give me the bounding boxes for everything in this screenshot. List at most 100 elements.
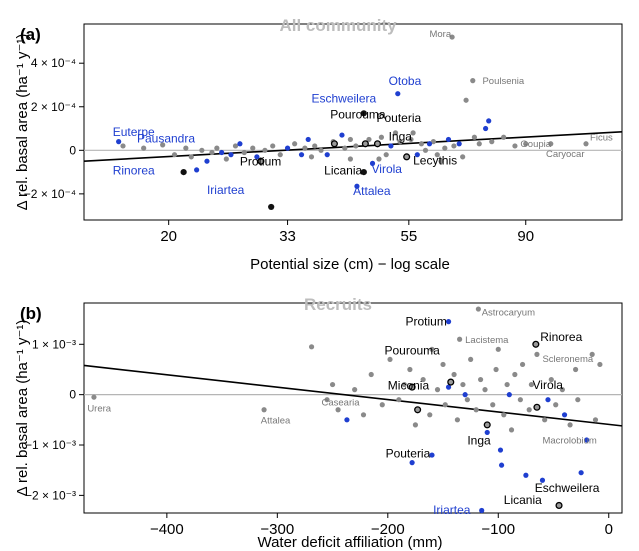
data-point	[445, 319, 452, 325]
point-label: Astrocaryum	[482, 308, 535, 319]
point-label: Poulsenia	[482, 76, 524, 87]
data-point	[420, 376, 426, 383]
data-point	[495, 346, 501, 352]
data-point	[532, 340, 540, 348]
point-label: Inga	[389, 130, 413, 144]
data-point	[284, 145, 291, 151]
data-point	[250, 145, 256, 151]
data-point	[414, 152, 420, 158]
data-point	[308, 154, 315, 160]
point-label: Pourouma	[384, 343, 440, 357]
data-point	[379, 402, 385, 408]
data-point	[396, 397, 402, 403]
point-label: Licania	[324, 163, 362, 177]
x-tick-label: −400	[150, 521, 184, 538]
data-point	[545, 397, 551, 403]
y-tick-label: 1 × 10⁻³	[32, 337, 76, 351]
panel-letter-a: (a)	[20, 25, 41, 44]
data-point	[528, 381, 535, 388]
data-point	[353, 143, 359, 149]
x-tick-label: 0	[605, 521, 613, 538]
data-point	[430, 139, 437, 145]
data-point	[308, 344, 315, 350]
data-point	[116, 139, 122, 145]
data-point	[489, 139, 495, 145]
data-point	[403, 153, 411, 161]
data-point	[292, 141, 298, 147]
data-point	[592, 417, 599, 423]
point-label: Pourouma	[330, 108, 386, 122]
data-point	[339, 132, 345, 138]
point-label: Pausandra	[137, 132, 195, 146]
x-tick-label: −300	[260, 521, 294, 538]
data-point	[376, 156, 382, 162]
data-point	[188, 154, 194, 160]
panel-title-a: All community	[279, 16, 397, 35]
data-point	[483, 421, 491, 429]
point-label: Caryocar	[546, 149, 585, 160]
data-point	[91, 394, 97, 400]
data-point	[501, 412, 507, 418]
regression-line	[83, 364, 623, 427]
data-point	[583, 141, 589, 147]
data-point	[504, 381, 510, 388]
point-label: Attalea	[353, 184, 391, 198]
data-point	[360, 412, 367, 418]
data-point	[486, 118, 492, 124]
point-label: Protium	[405, 315, 446, 329]
data-point	[497, 447, 504, 453]
data-point	[401, 381, 407, 388]
data-point	[427, 412, 433, 418]
data-point	[395, 91, 401, 97]
data-point	[575, 397, 581, 403]
data-point	[262, 147, 268, 153]
point-label: Pouteria	[386, 447, 431, 461]
data-point	[429, 346, 435, 352]
data-point	[397, 139, 403, 145]
data-point	[462, 392, 468, 398]
data-point	[171, 152, 178, 158]
data-point	[160, 142, 166, 148]
data-point	[418, 141, 425, 147]
point-label: Goupia	[520, 139, 551, 150]
point-label: Licania	[504, 493, 542, 507]
data-point	[409, 460, 415, 466]
point-label: Lacistema	[465, 335, 509, 346]
data-point	[373, 140, 382, 148]
point-label: Virola	[372, 162, 403, 176]
data-point	[445, 136, 452, 143]
data-point	[457, 336, 463, 342]
x-axis-label-b: Water deficit affiliation (mm)	[257, 534, 442, 551]
data-point	[361, 140, 369, 148]
data-point	[270, 143, 276, 149]
data-point	[387, 356, 393, 363]
data-point	[219, 149, 225, 156]
data-point	[366, 136, 372, 143]
data-point	[354, 183, 360, 189]
data-point	[318, 147, 324, 153]
data-point	[555, 501, 563, 509]
data-point	[298, 152, 305, 158]
data-point	[368, 371, 374, 378]
data-point	[451, 371, 457, 378]
data-point	[456, 141, 462, 147]
plot-frame-b	[83, 302, 623, 514]
data-point	[526, 407, 532, 413]
data-point	[463, 97, 469, 103]
data-point	[523, 141, 529, 147]
panel-title-b: Recruits	[304, 295, 372, 314]
data-point	[369, 160, 376, 166]
x-tick-label: 90	[517, 228, 534, 245]
x-tick-label: 55	[400, 228, 417, 245]
point-label: Urera	[87, 403, 111, 414]
data-point	[442, 402, 448, 408]
x-tick-label: −100	[481, 521, 515, 538]
data-point	[410, 130, 416, 136]
x-axis-label-a: Potential size (cm) − log scale	[250, 256, 450, 273]
point-label: Euterpe	[113, 125, 155, 139]
data-point	[335, 407, 341, 413]
data-point	[482, 387, 488, 393]
data-point	[407, 366, 413, 373]
